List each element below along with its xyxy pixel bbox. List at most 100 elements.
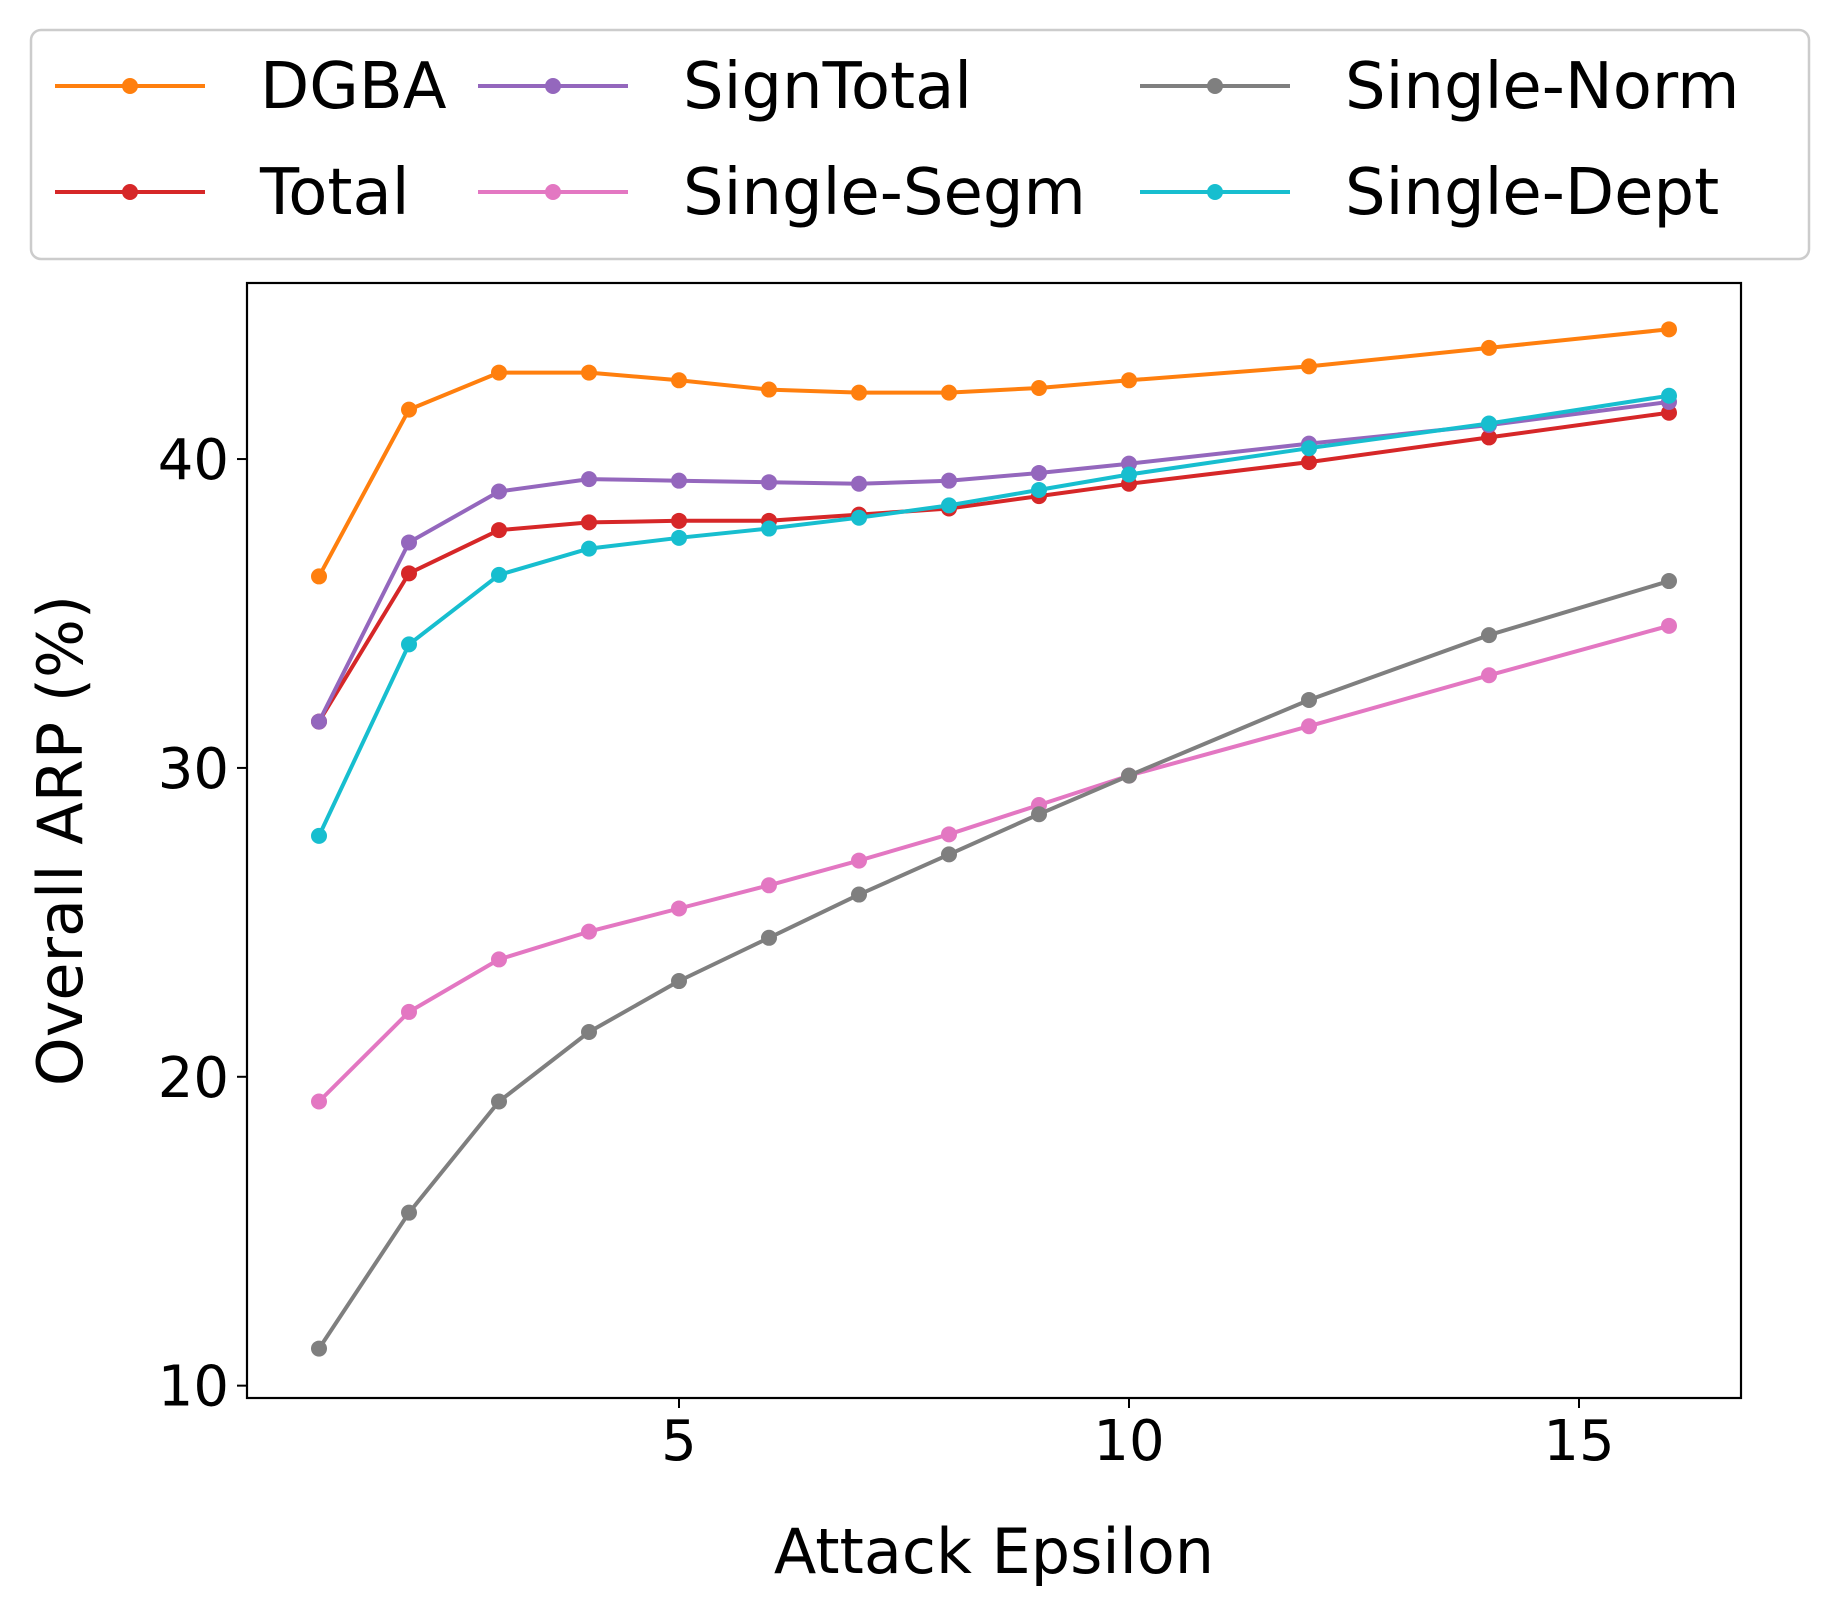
data-point-single-dept — [671, 529, 687, 546]
data-point-single-norm — [1481, 627, 1497, 644]
data-point-total — [491, 522, 507, 539]
data-point-single-dept — [1121, 466, 1137, 483]
data-point-single-segm — [1301, 718, 1317, 735]
y-axis-label: Overall ARP (%) — [24, 595, 97, 1086]
legend-marker-single-norm — [1207, 78, 1223, 94]
legend-marker-single-dept — [1207, 184, 1223, 200]
data-point-signtotal — [671, 472, 687, 489]
data-point-dgba — [401, 401, 417, 418]
data-point-dgba — [491, 364, 507, 381]
data-point-signtotal — [941, 472, 957, 489]
legend-entry-signtotal: SignTotal — [478, 50, 972, 124]
data-point-single-norm — [1661, 573, 1677, 590]
data-point-dgba — [581, 364, 597, 381]
data-point-signtotal — [581, 471, 597, 488]
data-point-single-segm — [581, 923, 597, 940]
legend-label-total: Total — [259, 156, 409, 230]
data-point-single-dept — [761, 520, 777, 537]
series-single-segm — [311, 617, 1677, 1110]
data-point-total — [401, 565, 417, 582]
data-point-total — [671, 512, 687, 529]
legend-label-dgba: DGBA — [260, 50, 447, 124]
data-point-signtotal — [491, 483, 507, 500]
data-point-total — [1301, 454, 1317, 471]
data-point-signtotal — [761, 474, 777, 491]
series-line-single-segm — [317, 623, 1671, 1104]
data-point-single-segm — [761, 877, 777, 894]
data-point-dgba — [1661, 321, 1677, 338]
data-point-single-norm — [491, 1093, 507, 1110]
data-point-total — [581, 514, 597, 531]
data-point-total — [1481, 429, 1497, 446]
y-tick-label: 10 — [158, 1355, 229, 1420]
data-point-single-segm — [1661, 617, 1677, 634]
data-point-single-dept — [491, 566, 507, 583]
data-point-single-norm — [401, 1204, 417, 1221]
legend-marker-total — [122, 184, 138, 200]
data-point-dgba — [671, 372, 687, 389]
data-point-dgba — [851, 384, 867, 401]
data-point-single-dept — [1301, 440, 1317, 457]
series-line-dgba — [317, 327, 1671, 579]
series-single-norm — [311, 573, 1677, 1357]
data-point-signtotal — [311, 713, 327, 730]
plot-frame — [245, 281, 1743, 1400]
data-point-single-norm — [581, 1023, 597, 1040]
data-point-dgba — [761, 381, 777, 398]
data-point-single-norm — [851, 886, 867, 903]
legend-entry-single-segm: Single-Segm — [478, 156, 1086, 230]
data-point-single-segm — [1481, 667, 1497, 684]
data-point-dgba — [1481, 339, 1497, 356]
series-line-single-dept — [317, 393, 1671, 838]
data-point-dgba — [311, 568, 327, 585]
data-point-single-norm — [1031, 806, 1047, 823]
y-tick-label: 30 — [158, 737, 229, 802]
legend-marker-signtotal — [545, 78, 561, 94]
legend-box — [29, 28, 1811, 261]
data-point-single-dept — [581, 540, 597, 557]
legend-label-single-segm: Single-Segm — [683, 156, 1086, 230]
data-point-single-norm — [671, 973, 687, 990]
legend-entry-dgba: DGBA — [55, 50, 447, 124]
data-point-single-dept — [1481, 415, 1497, 432]
data-point-single-dept — [941, 497, 957, 514]
data-point-dgba — [1301, 358, 1317, 375]
data-point-single-segm — [401, 1003, 417, 1020]
data-point-dgba — [1121, 372, 1137, 389]
data-point-single-norm — [1121, 767, 1137, 784]
legend-entry-single-norm: Single-Norm — [1140, 50, 1739, 124]
series-dgba — [311, 321, 1677, 585]
data-point-signtotal — [401, 534, 417, 551]
data-point-single-segm — [491, 951, 507, 968]
data-point-single-norm — [941, 846, 957, 863]
data-point-single-dept — [851, 509, 867, 526]
data-point-dgba — [1031, 380, 1047, 397]
data-point-single-norm — [761, 929, 777, 946]
legend-marker-single-segm — [545, 184, 561, 200]
legend-label-single-dept: Single-Dept — [1345, 156, 1719, 230]
data-point-single-dept — [1661, 387, 1677, 404]
legend-marker-dgba — [122, 78, 138, 94]
data-point-single-segm — [311, 1093, 327, 1110]
series-line-signtotal — [317, 399, 1671, 724]
legend-entry-single-dept: Single-Dept — [1140, 156, 1719, 230]
data-point-single-dept — [1031, 481, 1047, 498]
x-tick-label: 5 — [661, 1409, 697, 1474]
data-point-single-segm — [671, 900, 687, 917]
series-single-dept — [311, 387, 1677, 844]
data-point-single-segm — [941, 826, 957, 843]
data-point-single-dept — [311, 827, 327, 844]
x-tick-label: 15 — [1543, 1409, 1614, 1474]
data-point-single-norm — [311, 1340, 327, 1357]
x-tick-label: 10 — [1093, 1409, 1164, 1474]
legend-label-signtotal: SignTotal — [683, 50, 972, 124]
legend-label-single-norm: Single-Norm — [1345, 50, 1739, 124]
data-point-signtotal — [1031, 464, 1047, 481]
data-point-single-norm — [1301, 691, 1317, 708]
data-point-signtotal — [851, 475, 867, 492]
x-axis-label: Attack Epsilon — [774, 1515, 1214, 1588]
series-line-single-norm — [317, 579, 1671, 1351]
data-point-single-segm — [851, 852, 867, 869]
data-point-dgba — [941, 384, 957, 401]
